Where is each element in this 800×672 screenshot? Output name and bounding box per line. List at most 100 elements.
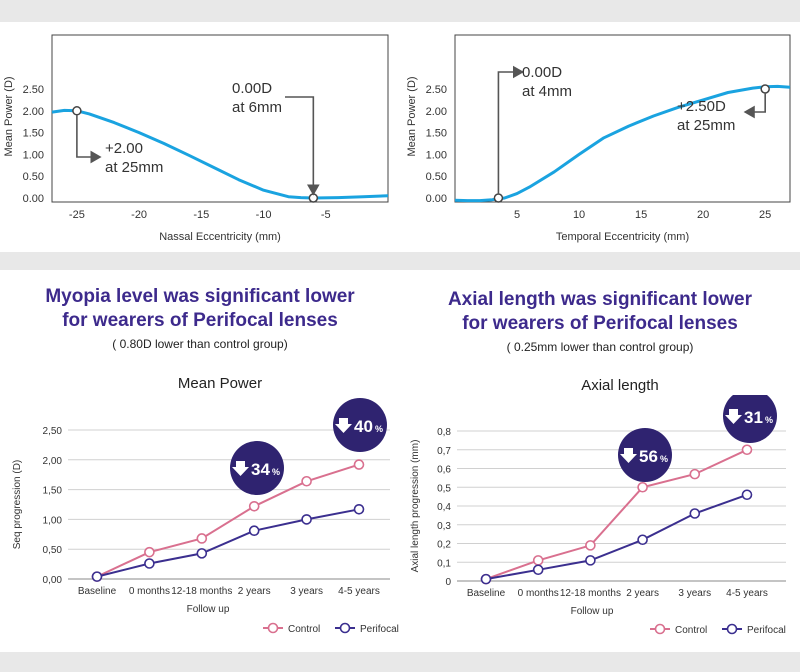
x-tick-label: 15 [635,209,647,221]
myopia-heading-line2: for wearers of Perifocal lenses [62,310,338,331]
y-tick-label: 0,00 [43,575,63,586]
perifocal-point [91,571,103,582]
badge-circle [333,398,387,452]
x-tick-label: 2 years [238,586,271,597]
plot-frame [454,34,791,203]
arrow-down-icon [620,448,637,463]
control-point [585,540,596,551]
x-axis-label: Follow up [187,604,230,615]
legend-perifocal-marker [726,623,738,635]
y-tick-label: 0,3 [437,521,451,532]
curve-marker [493,193,504,203]
control-point [144,546,155,558]
myopia-heading-line1: Myopia level was significant lower [45,286,355,307]
y-tick-label: 0.50 [23,171,44,183]
perifocal-point [741,489,753,501]
x-tick-label: 0 months [129,586,170,597]
arrow-down-icon [335,418,352,433]
reduction-badge: 34% [230,441,284,495]
power-curve [51,108,389,200]
annotation-location: at 25mm [105,159,163,176]
y-tick-label: 2.00 [23,106,44,118]
control-point [353,459,365,470]
plot-frame [51,34,389,203]
x-tick-label: 20 [697,209,709,221]
y-tick-label: 0.50 [426,171,447,183]
y-axis-label: Mean Power (D) [3,76,15,156]
y-tick-label: 2,00 [43,456,63,467]
reduction-badge: 56% [618,428,672,482]
badge-circle [230,441,284,495]
percent-sign: % [375,424,383,434]
perifocal-point [480,573,492,585]
badge-circle [618,428,672,482]
axial-heading: Axial length was significant lower for w… [400,288,800,336]
y-tick-label: 1,00 [43,515,63,526]
legend-control-label: Control [675,625,707,636]
badge-value: 40 [354,417,373,436]
x-tick-label: Baseline [78,586,117,597]
y-tick-label: 2.50 [23,84,44,96]
mean-power-progression-chart: 0,00 0,50 1,00 1,50 2,00 2,50 Baseline 0 months… [12,398,399,635]
x-tick-label: 0 months [518,588,559,599]
mean-power-title: Mean Power [177,375,263,392]
perifocal-series-line [96,508,360,578]
x-tick-label: 4-5 years [726,588,768,599]
percent-sign: % [765,415,773,425]
y-axis-label: Seq progression (D) [12,460,23,549]
middle-band [0,252,800,270]
y-tick-label: 1.00 [426,149,447,161]
perifocal-point [196,548,208,559]
perifocal-point [301,514,312,525]
curve-marker [760,84,770,94]
y-tick-label: 0,2 [437,540,451,551]
curve-marker [308,193,319,203]
x-axis-label: Nassal Eccentricity (mm) [159,231,281,243]
annotation-location: at 25mm [677,117,735,134]
perifocal-point [637,534,648,546]
perifocal-point [248,525,260,537]
y-tick-label: 1.50 [23,128,44,140]
reduction-badge: 40% [333,398,387,452]
control-point [689,468,701,480]
badge-circle [723,395,777,443]
legend-control-marker [654,623,666,635]
control-point [196,533,208,544]
x-axis-label: Follow up [571,606,614,617]
y-tick-label: 1.00 [23,149,44,161]
annotation-arrow [743,93,766,119]
percent-sign: % [660,454,668,464]
reduction-badge: 31% [723,395,777,443]
legend-control-marker [267,622,279,634]
y-tick-label: 0 [445,577,451,588]
annotation-arrow [285,96,320,196]
bottom-band [0,652,800,672]
y-tick-label: 1.50 [426,128,447,140]
y-tick-label: 0,7 [437,446,451,457]
annotation-value: 0.00D [232,80,272,97]
annotation-value: +2.50D [677,98,726,115]
x-axis-label: Temporal Eccentricity (mm) [556,231,689,243]
myopia-subheading: ( 0.80D lower than control group) [112,337,288,351]
top-band [0,0,800,22]
legend-perifocal-label: Perifocal [747,625,786,636]
perifocal-point [144,558,155,569]
nasal-power-chart: 0.00 0.50 1.00 1.50 2.00 2.50 -25 -20 -15 -10 -5 Na… [3,34,389,243]
badge-value: 56 [639,447,658,466]
control-series-line [96,463,360,578]
control-point [301,475,312,487]
temporal-power-chart: 0.00 0.50 1.00 1.50 2.00 2.50 5 10 15 20 25 Tempora… [406,34,791,243]
y-tick-label: 0,8 [437,427,451,438]
axial-subheading: ( 0.25mm lower than control group) [506,340,694,354]
x-tick-label: 12-18 months [560,588,621,599]
y-tick-label: 0,5 [437,483,451,494]
y-tick-label: 0.00 [23,193,44,205]
annotation-arrow [76,114,102,164]
y-tick-label: 2.00 [426,106,447,118]
annotation-arrow [497,65,525,194]
legend-perifocal-label: Perifocal [360,624,399,635]
x-tick-label: -25 [69,209,85,221]
legend-control-label: Control [288,624,320,635]
y-tick-label: 0,6 [437,465,451,476]
y-tick-label: 0,4 [437,502,451,513]
